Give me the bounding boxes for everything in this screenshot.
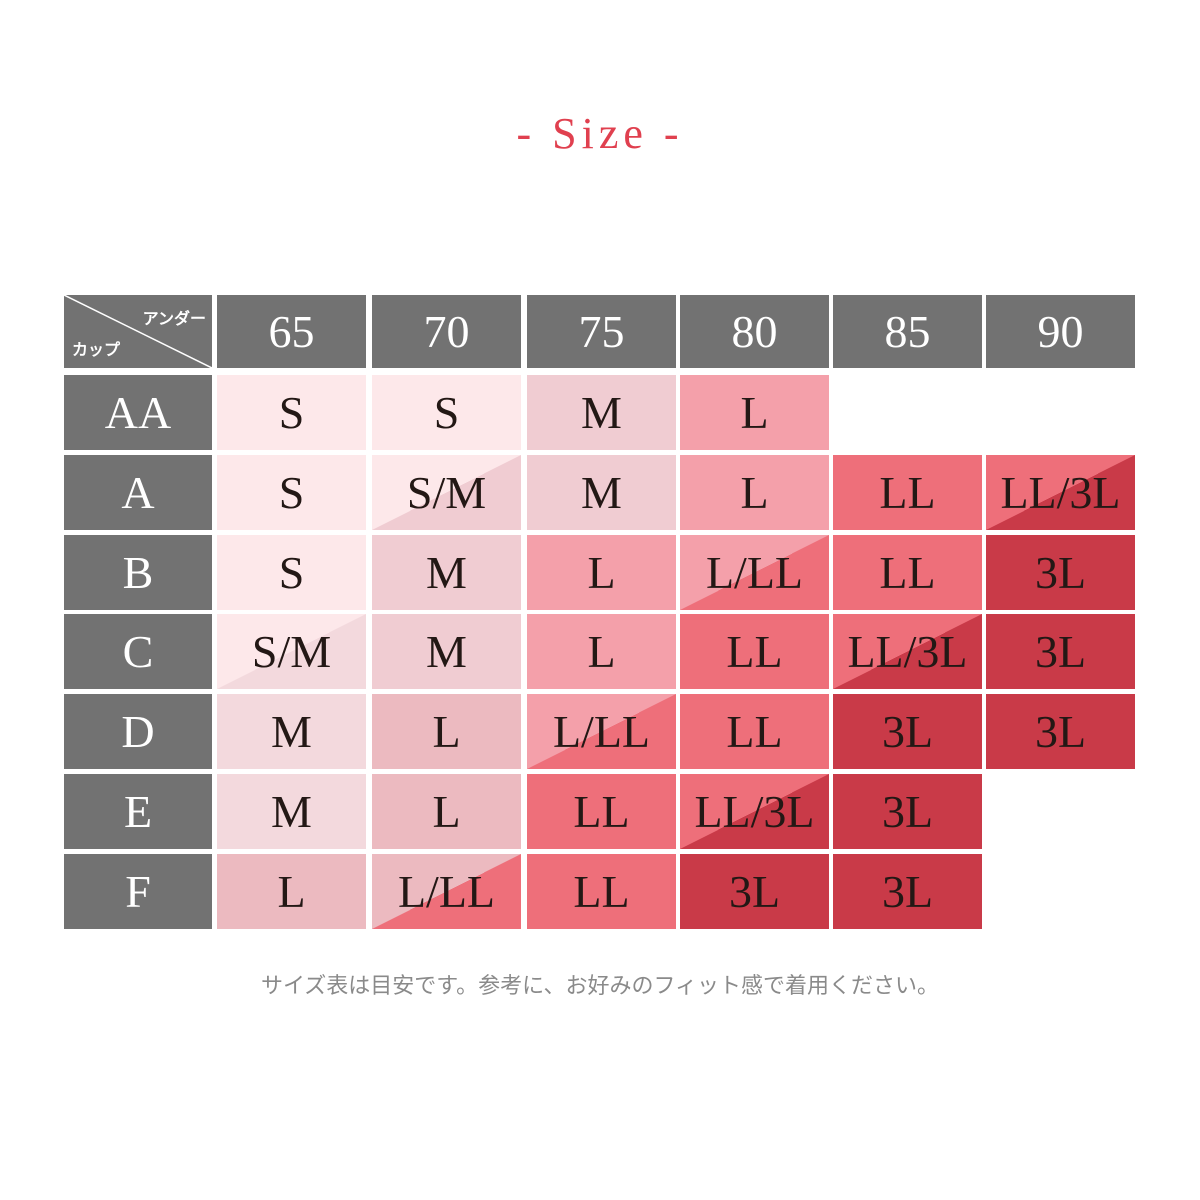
column-header: 80 (680, 295, 829, 368)
size-cell: M (527, 375, 676, 450)
size-cell: S (372, 375, 521, 450)
row-header: F (64, 854, 212, 929)
title: - Size - (516, 109, 684, 158)
size-cell: 3L (986, 535, 1135, 610)
size-cell: M (217, 774, 366, 849)
row-header: C (64, 614, 212, 689)
size-cell: S/M (372, 455, 521, 530)
size-cell: LL (527, 774, 676, 849)
size-cell: 3L (986, 694, 1135, 769)
column-header: 65 (217, 295, 366, 368)
size-cell: LL (680, 614, 829, 689)
corner-diagonal (64, 295, 212, 368)
size-cell: L/LL (372, 854, 521, 929)
size-cell: LL/3L (986, 455, 1135, 530)
size-cell: M (372, 614, 521, 689)
size-cell: S (217, 375, 366, 450)
size-cell: LL/3L (680, 774, 829, 849)
row-header: AA (64, 375, 212, 450)
row-header: D (64, 694, 212, 769)
corner-header: アンダー カップ (64, 295, 212, 368)
size-cell: L/LL (680, 535, 829, 610)
corner-cup: カップ (72, 340, 121, 359)
size-cell: LL (527, 854, 676, 929)
row-header: E (64, 774, 212, 849)
size-cell: L (372, 694, 521, 769)
row-header: A (64, 455, 212, 530)
size-cell: 3L (986, 614, 1135, 689)
size-cell: LL/3L (833, 614, 982, 689)
size-cell: LL (680, 694, 829, 769)
size-cell: S (217, 455, 366, 530)
size-cell: M (217, 694, 366, 769)
size-cell: S/M (217, 614, 366, 689)
column-header: 90 (986, 295, 1135, 368)
size-cell: L (527, 614, 676, 689)
row-header: B (64, 535, 212, 610)
size-cell: 3L (680, 854, 829, 929)
size-cell: L (372, 774, 521, 849)
size-cell: LL (833, 455, 982, 530)
size-cell: L (680, 375, 829, 450)
size-cell: L (527, 535, 676, 610)
size-cell: S (217, 535, 366, 610)
size-cell: L (217, 854, 366, 929)
footnote: サイズ表は目安です。参考に、お好みのフィット感で着用ください。 (260, 974, 940, 999)
size-cell: 3L (833, 854, 982, 929)
size-cell: 3L (833, 774, 982, 849)
column-header: 75 (527, 295, 676, 368)
size-cell: M (527, 455, 676, 530)
size-cell: L (680, 455, 829, 530)
corner-under: アンダー (142, 309, 206, 328)
column-header: 85 (833, 295, 982, 368)
size-cell: LL (833, 535, 982, 610)
size-cell: M (372, 535, 521, 610)
size-cell: L/LL (527, 694, 676, 769)
column-header: 70 (372, 295, 521, 368)
size-cell: 3L (833, 694, 982, 769)
